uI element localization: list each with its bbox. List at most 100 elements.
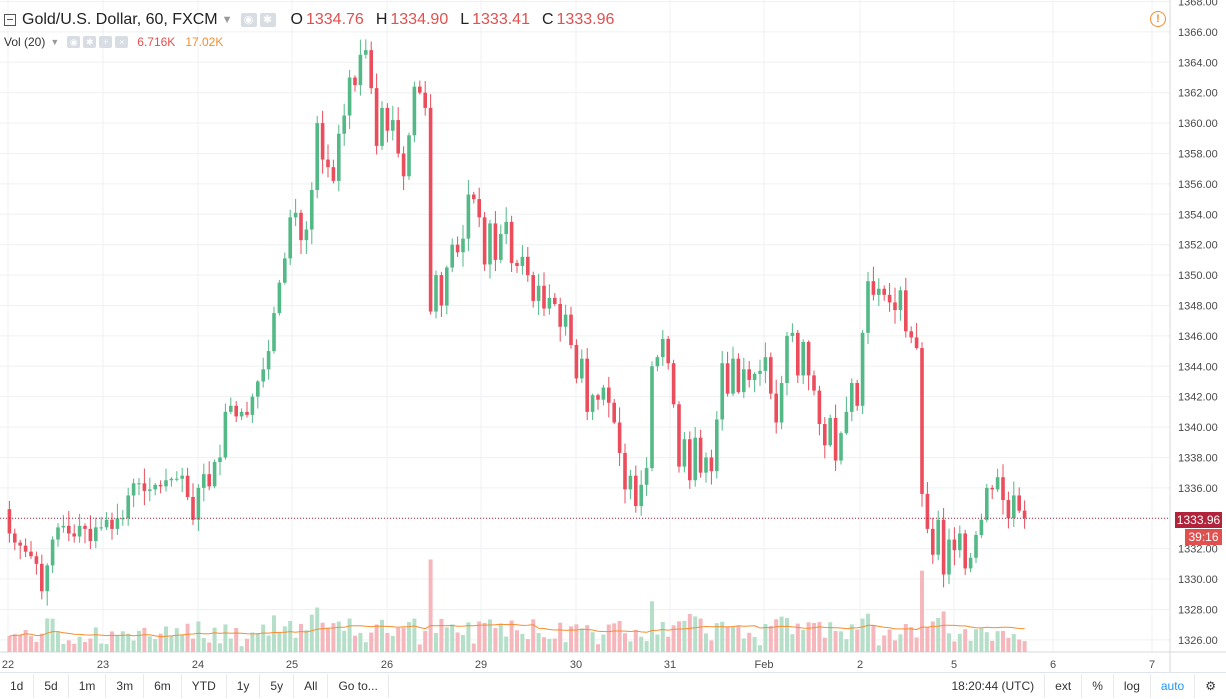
candle-body xyxy=(747,369,751,380)
candle-body xyxy=(461,238,465,253)
candle-body xyxy=(547,297,552,309)
candle-body xyxy=(407,135,411,177)
range-button[interactable]: 6m xyxy=(144,674,182,698)
candle-body xyxy=(790,332,795,336)
gear-icon[interactable]: ✱ xyxy=(83,36,97,48)
volume-bar xyxy=(666,636,671,652)
volume-bar xyxy=(88,638,93,652)
volume-bar xyxy=(731,626,735,652)
gear-icon[interactable]: ⚙ xyxy=(1194,674,1226,698)
price-chart[interactable]: 1326.001328.001330.001332.001334.001336.… xyxy=(0,0,1226,672)
range-button[interactable]: 1y xyxy=(227,674,261,698)
candle-body xyxy=(428,107,433,312)
candle-body xyxy=(931,528,935,555)
range-button[interactable]: 1m xyxy=(69,674,107,698)
candle-body xyxy=(337,133,341,181)
volume-bar xyxy=(531,619,536,652)
range-button[interactable]: YTD xyxy=(182,674,227,698)
candle-body xyxy=(77,525,82,537)
volume-bar xyxy=(282,626,287,652)
candle-body xyxy=(947,539,951,575)
visibility-icon[interactable]: ◉ xyxy=(240,13,257,27)
candle-body xyxy=(342,115,346,134)
candle-body xyxy=(779,382,784,423)
candle-body xyxy=(877,288,881,295)
candle-body xyxy=(185,475,190,497)
volume-bar xyxy=(563,642,568,652)
candle-body xyxy=(990,487,994,490)
y-tick-label: 1336.00 xyxy=(1178,483,1218,495)
volume-bar xyxy=(579,628,584,652)
volume-bar xyxy=(120,631,125,652)
volume-bar xyxy=(326,628,330,652)
x-tick-label: 30 xyxy=(570,659,582,671)
chevron-down-icon[interactable]: ▼ xyxy=(221,14,233,26)
candle-body xyxy=(644,468,649,485)
volume-bar xyxy=(930,621,935,652)
plus-icon[interactable]: + xyxy=(99,36,113,48)
y-tick-label: 1362.00 xyxy=(1178,88,1218,100)
candle-body xyxy=(401,153,406,177)
symbol-name[interactable]: Gold/U.S. Dollar, 60, FXCM xyxy=(22,11,218,28)
candle-body xyxy=(526,256,530,276)
volume-bar xyxy=(153,639,158,652)
volume-bar xyxy=(39,633,44,652)
alert-icon[interactable]: ! xyxy=(1150,11,1166,27)
candle-body xyxy=(358,54,363,86)
visibility-icon[interactable]: ◉ xyxy=(67,36,81,48)
volume-bar xyxy=(56,632,60,652)
x-tick-label: 5 xyxy=(951,659,957,671)
candle-body xyxy=(229,405,233,412)
range-button[interactable]: 5y xyxy=(260,674,295,698)
volume-bar xyxy=(1011,634,1016,652)
goto-button[interactable]: Go to... xyxy=(328,674,389,698)
candle-body xyxy=(493,223,498,260)
chart-canvas[interactable]: 1326.001328.001330.001332.001334.001336.… xyxy=(0,0,1226,672)
volume-bar xyxy=(671,625,676,652)
volume-bar xyxy=(126,633,131,652)
log-toggle[interactable]: log xyxy=(1112,674,1150,698)
candle-body xyxy=(88,528,93,542)
volume-label[interactable]: Vol (20) xyxy=(4,35,46,49)
bottom-toolbar: 1d 5d 1m 3m 6m YTD 1y 5y All Go to... 18:20:44 (… xyxy=(0,672,1226,699)
candle-body xyxy=(914,337,919,349)
volume-bar xyxy=(941,611,946,652)
volume-bar xyxy=(477,621,482,652)
candle-body xyxy=(536,285,541,301)
volume-bar xyxy=(34,641,39,652)
collapse-icon[interactable] xyxy=(4,14,16,26)
candle-body xyxy=(40,563,44,592)
volume-bar xyxy=(542,637,546,652)
volume-bar xyxy=(536,633,541,652)
low-value: 1333.41 xyxy=(472,11,530,28)
volume-bar xyxy=(752,637,757,652)
candle-body xyxy=(601,387,606,400)
candle-body xyxy=(99,527,103,529)
chevron-down-icon[interactable]: ▼ xyxy=(50,37,60,47)
candle-body xyxy=(585,358,589,412)
range-button[interactable]: 1d xyxy=(0,674,35,698)
candle-body xyxy=(958,533,962,551)
x-tick-label: 29 xyxy=(475,659,487,671)
volume-bar xyxy=(358,632,363,652)
range-button[interactable]: 3m xyxy=(106,674,145,698)
volume-bar xyxy=(801,630,806,652)
range-button[interactable]: 5d xyxy=(34,674,69,698)
candle-body xyxy=(439,275,444,306)
candle-body xyxy=(380,107,384,146)
range-button[interactable]: All xyxy=(294,674,329,698)
candle-body xyxy=(180,475,184,479)
ext-toggle[interactable]: ext xyxy=(1044,674,1081,698)
volume-bar xyxy=(12,634,17,652)
candle-body xyxy=(520,256,525,266)
volume-bar xyxy=(590,632,595,652)
candle-body xyxy=(256,381,260,397)
volume-bar xyxy=(617,620,622,652)
close-icon[interactable]: × xyxy=(115,36,129,48)
auto-toggle[interactable]: auto xyxy=(1149,674,1194,698)
percent-toggle[interactable]: % xyxy=(1081,674,1113,698)
candle-body xyxy=(196,487,201,520)
volume-bar xyxy=(444,627,449,652)
gear-icon[interactable]: ✱ xyxy=(259,13,276,27)
candle-body xyxy=(655,357,660,367)
